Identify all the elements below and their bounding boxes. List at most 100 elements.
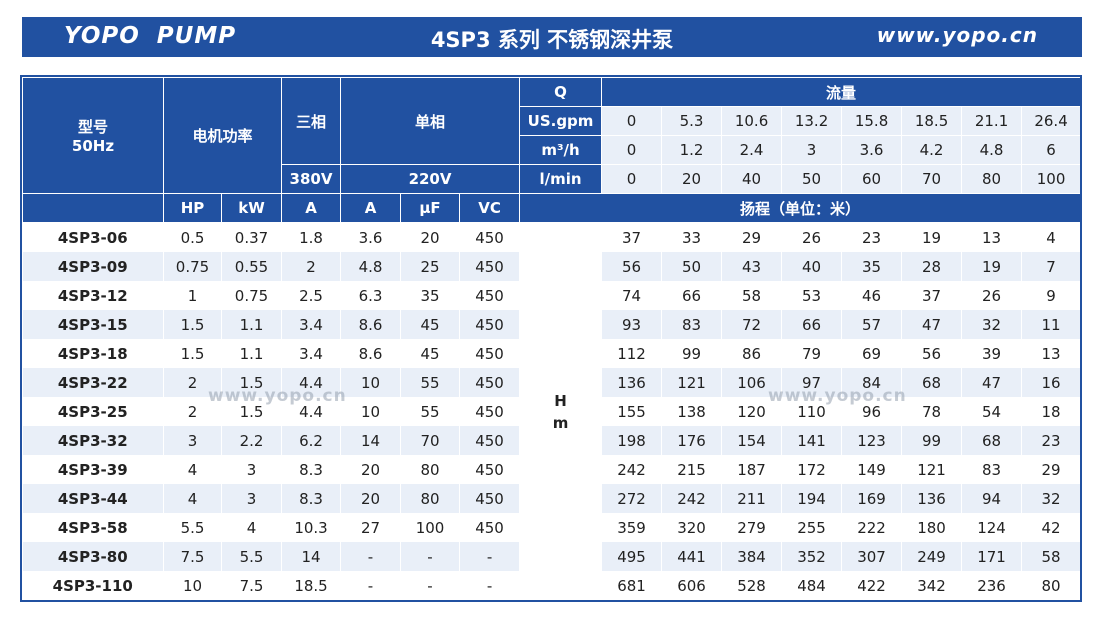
head-value-cell: 23 (841, 222, 903, 252)
hp-cell: 2 (163, 397, 222, 426)
single-phase-amp-cell: - (340, 542, 402, 571)
head-value-cell: 352 (781, 542, 843, 571)
head-value-cell: 681 (601, 571, 663, 600)
capacitor-uf-cell: 70 (400, 426, 461, 455)
head-value-cell: 84 (841, 368, 903, 397)
single-phase-amp-cell: 10 (340, 397, 402, 426)
head-value-cell: 13 (1021, 339, 1080, 368)
hp-cell: 0.5 (163, 222, 222, 252)
capacitor-vc-cell: 450 (459, 513, 521, 542)
head-value-cell: 384 (721, 542, 783, 571)
head-value-cell: 307 (841, 542, 903, 571)
head-value-cell: 37 (901, 281, 963, 310)
capacitor-uf-cell: - (400, 542, 461, 571)
head-value-cell: 43 (721, 252, 783, 281)
head-value-cell: 66 (781, 310, 843, 339)
single-phase-header: 单相 (340, 77, 521, 165)
single-phase-amp-header: A (340, 193, 402, 223)
head-value-cell: 39 (961, 339, 1023, 368)
flow-lmin-value: 100 (1021, 164, 1080, 194)
capacitor-vc-cell: 450 (459, 281, 521, 310)
head-value-cell: 46 (841, 281, 903, 310)
lmin-unit: l/min (519, 164, 603, 194)
table-row: 4SP3-32 3 2.2 6.2 14 70 450 198 176 154 141 123 99 68… (22, 426, 1080, 455)
capacitor-uf-cell: 45 (400, 339, 461, 368)
three-phase-amp-cell: 4.4 (281, 368, 342, 397)
head-value-cell: 83 (661, 310, 723, 339)
head-value-cell: 187 (721, 455, 783, 484)
head-value-cell: 68 (961, 426, 1023, 455)
capacitor-uf-cell: - (400, 571, 461, 600)
head-value-cell: 19 (961, 252, 1023, 281)
single-phase-amp-cell: 27 (340, 513, 402, 542)
kw-cell: 0.37 (221, 222, 283, 252)
head-value-cell: 249 (901, 542, 963, 571)
head-value-cell: 66 (661, 281, 723, 310)
head-value-cell: 18 (1021, 397, 1080, 426)
capacitor-vc-cell: 450 (459, 310, 521, 339)
head-value-cell: 171 (961, 542, 1023, 571)
head-value-cell: 74 (601, 281, 663, 310)
three-phase-amp-cell: 4.4 (281, 397, 342, 426)
head-value-cell: 11 (1021, 310, 1080, 339)
head-value-cell: 120 (721, 397, 783, 426)
head-value-cell: 279 (721, 513, 783, 542)
flow-lmin-value: 80 (961, 164, 1023, 194)
head-value-cell: 42 (1021, 513, 1080, 542)
head-unit-m: m (552, 413, 569, 432)
capacitor-vc-cell: 450 (459, 455, 521, 484)
capacitor-vc-cell: 450 (459, 426, 521, 455)
website-url: www.yopo.cn (876, 23, 1038, 47)
kw-cell: 1.1 (221, 339, 283, 368)
head-value-cell: 236 (961, 571, 1023, 600)
three-phase-header: 三相 (281, 77, 342, 165)
head-value-cell: 441 (661, 542, 723, 571)
hp-cell: 4 (163, 455, 222, 484)
head-value-cell: 422 (841, 571, 903, 600)
head-value-cell: 13 (961, 222, 1023, 252)
head-value-cell: 93 (601, 310, 663, 339)
three-phase-amp-cell: 6.2 (281, 426, 342, 455)
head-value-cell: 222 (841, 513, 903, 542)
page-title: 4SP3 系列 不锈钢深井泵 (430, 28, 674, 52)
three-phase-amp-cell: 14 (281, 542, 342, 571)
capacitor-vc-cell: 450 (459, 397, 521, 426)
capacitor-vc-header: VC (459, 193, 521, 223)
table-row: 4SP3-09 0.75 0.55 2 4.8 25 450 56 50 43 40 35 28 19 7 (22, 252, 1080, 281)
head-value-cell: 58 (721, 281, 783, 310)
single-phase-amp-cell: 14 (340, 426, 402, 455)
capacitor-uf-cell: 45 (400, 310, 461, 339)
three-phase-amp-cell: 18.5 (281, 571, 342, 600)
head-value-cell: 198 (601, 426, 663, 455)
usgpm-unit: US.gpm (519, 106, 603, 136)
capacitor-uf-header: μF (400, 193, 461, 223)
freq-header-label: 50Hz (71, 137, 115, 155)
capacitor-uf-cell: 100 (400, 513, 461, 542)
flow-usgpm-value: 18.5 (901, 106, 963, 136)
head-value-cell: 169 (841, 484, 903, 513)
head-value-cell: 58 (1021, 542, 1080, 571)
hp-cell: 0.75 (163, 252, 222, 281)
head-value-cell: 80 (1021, 571, 1080, 600)
head-value-cell: 155 (601, 397, 663, 426)
hp-cell: 1 (163, 281, 222, 310)
kw-header: kW (220, 193, 283, 223)
head-value-cell: 19 (901, 222, 963, 252)
capacitor-vc-cell: - (459, 571, 521, 600)
single-phase-amp-cell: 20 (340, 484, 402, 513)
brand-name: YOPO PUMP (64, 23, 237, 49)
head-value-cell: 121 (661, 368, 723, 397)
single-phase-amp-cell: 8.6 (340, 339, 402, 368)
model-cell: 4SP3-06 (22, 222, 164, 252)
head-value-cell: 136 (901, 484, 963, 513)
head-value-cell: 79 (781, 339, 843, 368)
flow-usgpm-value: 15.8 (841, 106, 903, 136)
flow-m3h-value: 3 (781, 135, 843, 165)
head-value-cell: 176 (661, 426, 723, 455)
flow-usgpm-value: 10.6 (721, 106, 783, 136)
head-value-cell: 50 (661, 252, 723, 281)
head-unit-h: H (554, 391, 567, 410)
spec-table: 型号 50Hz 电机功率 三相 单相 Q 流量 US.gpm 0 5.3 10.6 1… (22, 77, 1080, 600)
table-row: 4SP3-12 1 0.75 2.5 6.3 35 450 74 66 58 53 46 37 26 9 (22, 281, 1080, 310)
head-value-cell: 4 (1021, 222, 1080, 252)
